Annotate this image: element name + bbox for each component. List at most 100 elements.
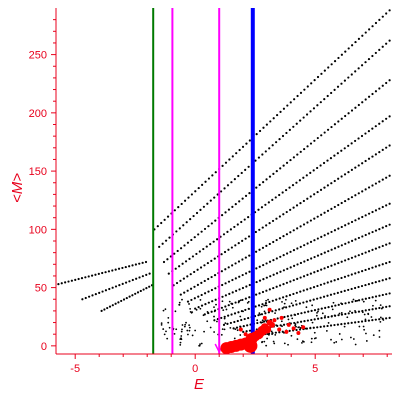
data-point [311, 321, 314, 324]
data-point [229, 326, 232, 329]
data-point [310, 309, 313, 312]
y-axis-title: <M> [9, 173, 26, 203]
data-point [295, 328, 298, 332]
data-point [361, 270, 364, 273]
data-point [364, 31, 367, 34]
data-point [162, 328, 165, 330]
data-point [210, 275, 213, 279]
data-point [303, 147, 306, 151]
data-point [254, 159, 257, 162]
data-point [168, 326, 171, 329]
data-point [206, 311, 209, 313]
data-point [371, 54, 374, 58]
data-point [340, 323, 343, 326]
data-point [203, 227, 207, 231]
data-point [227, 208, 231, 211]
data-point [193, 285, 196, 288]
data-point [283, 306, 285, 309]
data-point [371, 184, 374, 187]
data-point [247, 316, 250, 320]
data-point [364, 188, 367, 191]
data-point [256, 319, 259, 322]
data-point [351, 44, 354, 47]
data-point [385, 317, 388, 320]
data-point [371, 266, 374, 269]
data-point [316, 166, 319, 170]
black-cluster [160, 298, 385, 347]
data-point [163, 218, 166, 221]
data-point [289, 266, 292, 269]
data-point [313, 331, 316, 334]
data-point [167, 272, 170, 275]
data-point [268, 222, 271, 225]
data-point [374, 125, 377, 128]
data-point [239, 334, 242, 336]
data-point [322, 295, 326, 298]
data-point [195, 252, 198, 256]
data-point [227, 266, 230, 269]
data-point [268, 300, 271, 304]
data-point [104, 271, 107, 274]
data-point [275, 324, 278, 327]
data-point [313, 217, 316, 220]
data-point [128, 280, 131, 283]
data-point [296, 227, 299, 230]
data-point [275, 285, 278, 288]
data-point [261, 303, 264, 306]
data-point [266, 333, 269, 336]
data-point [287, 318, 290, 321]
data-point [306, 197, 309, 200]
data-point [239, 315, 242, 318]
data-point [327, 305, 330, 309]
red-data-point [286, 322, 291, 327]
data-point [211, 174, 214, 177]
data-point [242, 324, 245, 328]
data-point [371, 248, 374, 252]
data-point [181, 324, 184, 326]
data-point [286, 267, 289, 270]
data-point [385, 204, 388, 207]
data-point [271, 299, 274, 302]
y-tick-label: 50 [35, 283, 47, 295]
data-point [340, 276, 343, 280]
data-point [196, 268, 199, 271]
data-point [381, 45, 384, 48]
data-point [330, 248, 333, 251]
data-point [333, 279, 336, 282]
data-point [350, 109, 354, 112]
data-point [173, 252, 176, 255]
data-point [193, 236, 196, 239]
data-point [374, 153, 377, 156]
data-point [262, 263, 265, 267]
data-point [317, 317, 320, 320]
data-point [310, 337, 313, 340]
data-point [296, 321, 299, 324]
data-point [207, 301, 210, 304]
data-point [368, 308, 371, 311]
data-point [364, 159, 367, 163]
y-tick-label: 250 [29, 50, 47, 62]
data-point [378, 48, 381, 51]
data-point [378, 318, 381, 321]
data-point [264, 301, 268, 305]
data-point [347, 274, 350, 277]
data-point [354, 238, 357, 241]
data-point [312, 169, 315, 172]
data-point [205, 245, 208, 248]
data-point [272, 273, 275, 276]
data-point [378, 180, 381, 183]
data-point [128, 265, 131, 268]
data-point [247, 235, 251, 238]
data-point [228, 300, 231, 303]
data-point [97, 272, 100, 275]
axes: -5 0 5 0 50 100 150 200 250 [29, 8, 392, 375]
data-point [270, 330, 273, 333]
data-point [204, 303, 207, 306]
data-point [276, 317, 279, 320]
data-point [360, 284, 364, 288]
data-point [88, 295, 91, 298]
data-point [350, 168, 353, 171]
data-point [281, 307, 284, 310]
data-point [224, 211, 227, 214]
data-point [173, 209, 176, 212]
